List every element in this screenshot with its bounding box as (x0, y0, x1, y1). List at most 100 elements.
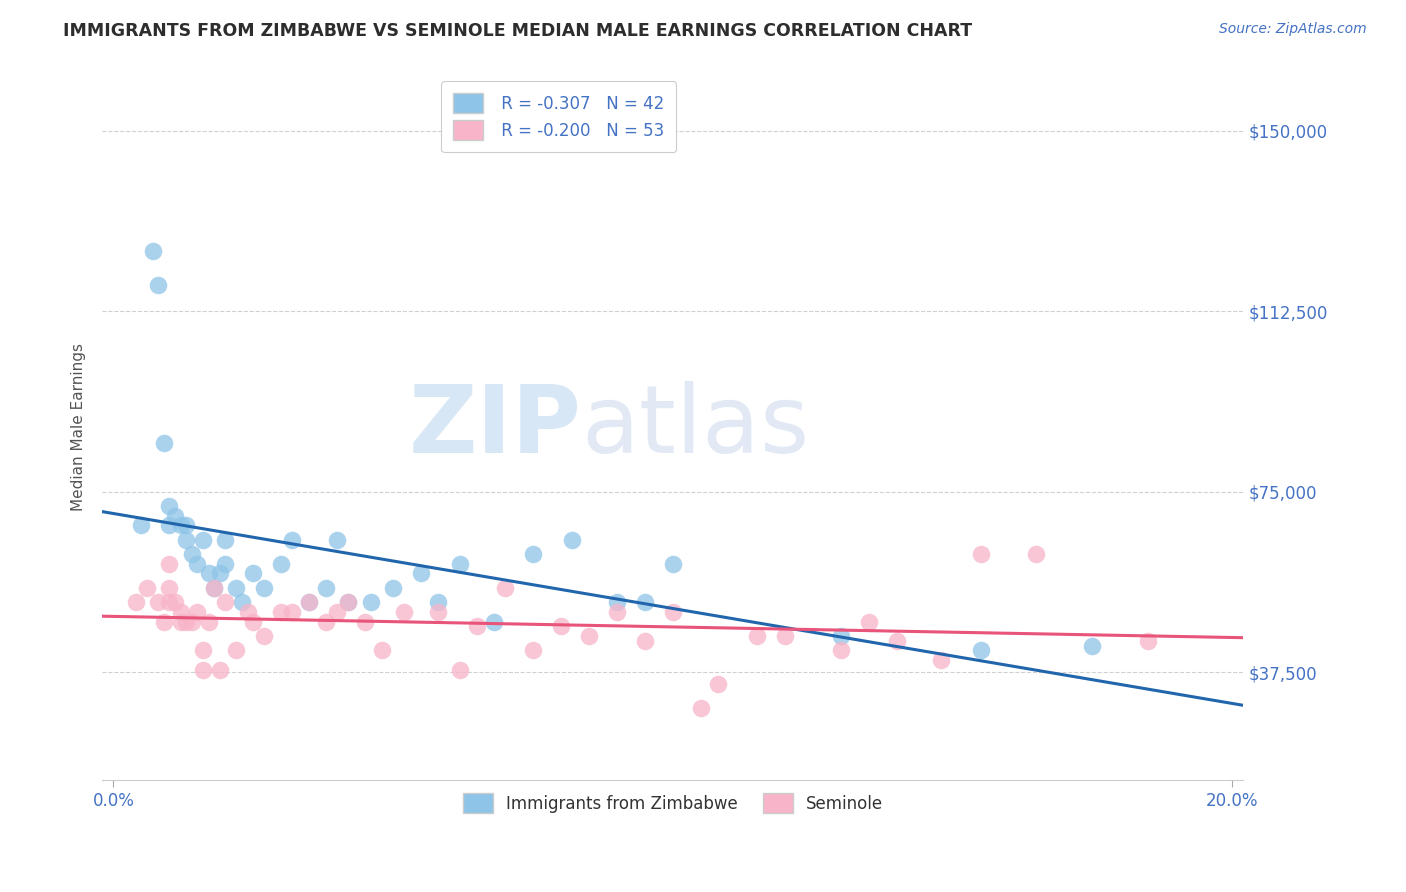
Point (394, 605, 416, 619)
Point (270, 605, 292, 619)
Point (337, 595, 360, 609)
Point (315, 615, 337, 629)
Point (426, 605, 449, 619)
Point (125, 595, 148, 609)
Point (180, 615, 202, 629)
Point (550, 619, 572, 633)
Point (157, 499, 180, 513)
Point (1025, 547, 1047, 561)
Point (326, 533, 349, 547)
Point (662, 605, 685, 619)
Point (360, 595, 382, 609)
Point (298, 595, 321, 609)
Point (830, 643, 852, 657)
Point (886, 633, 908, 648)
Point (236, 605, 259, 619)
Text: IMMIGRANTS FROM ZIMBABWE VS SEMINOLE MEDIAN MALE EARNINGS CORRELATION CHART: IMMIGRANTS FROM ZIMBABWE VS SEMINOLE MED… (63, 22, 973, 40)
Point (522, 643, 544, 657)
Point (606, 595, 628, 609)
Point (578, 629, 600, 643)
Point (169, 605, 191, 619)
Point (242, 566, 264, 581)
Legend: Immigrants from Zimbabwe, Seminole: Immigrants from Zimbabwe, Seminole (451, 781, 894, 825)
Point (146, 277, 169, 292)
Point (191, 533, 214, 547)
Point (225, 581, 247, 595)
Point (225, 643, 247, 657)
Point (606, 605, 628, 619)
Point (202, 581, 225, 595)
Point (186, 557, 208, 571)
Point (253, 629, 276, 643)
Point (214, 595, 236, 609)
Point (315, 581, 337, 595)
Point (163, 508, 186, 523)
Point (337, 595, 360, 609)
Point (169, 615, 191, 629)
Text: ZIP: ZIP (409, 381, 582, 473)
Point (969, 643, 991, 657)
Point (197, 566, 219, 581)
Point (931, 653, 953, 667)
Point (411, 566, 433, 581)
Point (242, 615, 264, 629)
Point (136, 581, 159, 595)
Point (186, 605, 208, 619)
Point (830, 629, 852, 643)
Point (231, 595, 253, 609)
Point (326, 605, 349, 619)
Point (157, 581, 180, 595)
Point (281, 605, 304, 619)
Point (634, 633, 657, 648)
Point (689, 701, 711, 715)
Point (152, 615, 174, 629)
Point (634, 595, 657, 609)
Point (969, 547, 991, 561)
Point (169, 518, 191, 533)
Point (214, 557, 236, 571)
Point (354, 615, 377, 629)
Point (522, 547, 544, 561)
Point (706, 677, 728, 691)
Point (1137, 633, 1160, 648)
Point (494, 581, 516, 595)
Point (270, 557, 292, 571)
Text: atlas: atlas (582, 381, 810, 473)
Point (482, 615, 505, 629)
Point (174, 518, 197, 533)
Point (202, 581, 225, 595)
Point (142, 244, 165, 258)
Point (131, 518, 153, 533)
Point (152, 436, 174, 450)
Y-axis label: Median Male Earnings: Median Male Earnings (72, 343, 86, 510)
Point (214, 533, 236, 547)
Point (773, 629, 796, 643)
Point (449, 663, 471, 677)
Point (157, 518, 180, 533)
Point (745, 629, 768, 643)
Point (163, 595, 186, 609)
Point (298, 595, 321, 609)
Point (157, 557, 180, 571)
Point (561, 533, 583, 547)
Point (662, 557, 685, 571)
Point (191, 663, 214, 677)
Point (208, 663, 231, 677)
Point (174, 615, 197, 629)
Point (858, 615, 880, 629)
Point (426, 595, 449, 609)
Point (281, 533, 304, 547)
Point (180, 547, 202, 561)
Point (197, 615, 219, 629)
Point (253, 581, 276, 595)
Text: Source: ZipAtlas.com: Source: ZipAtlas.com (1219, 22, 1367, 37)
Point (371, 643, 394, 657)
Point (191, 643, 214, 657)
Point (449, 557, 471, 571)
Point (382, 581, 405, 595)
Point (208, 566, 231, 581)
Point (157, 595, 180, 609)
Point (146, 595, 169, 609)
Point (1081, 639, 1104, 653)
Point (174, 533, 197, 547)
